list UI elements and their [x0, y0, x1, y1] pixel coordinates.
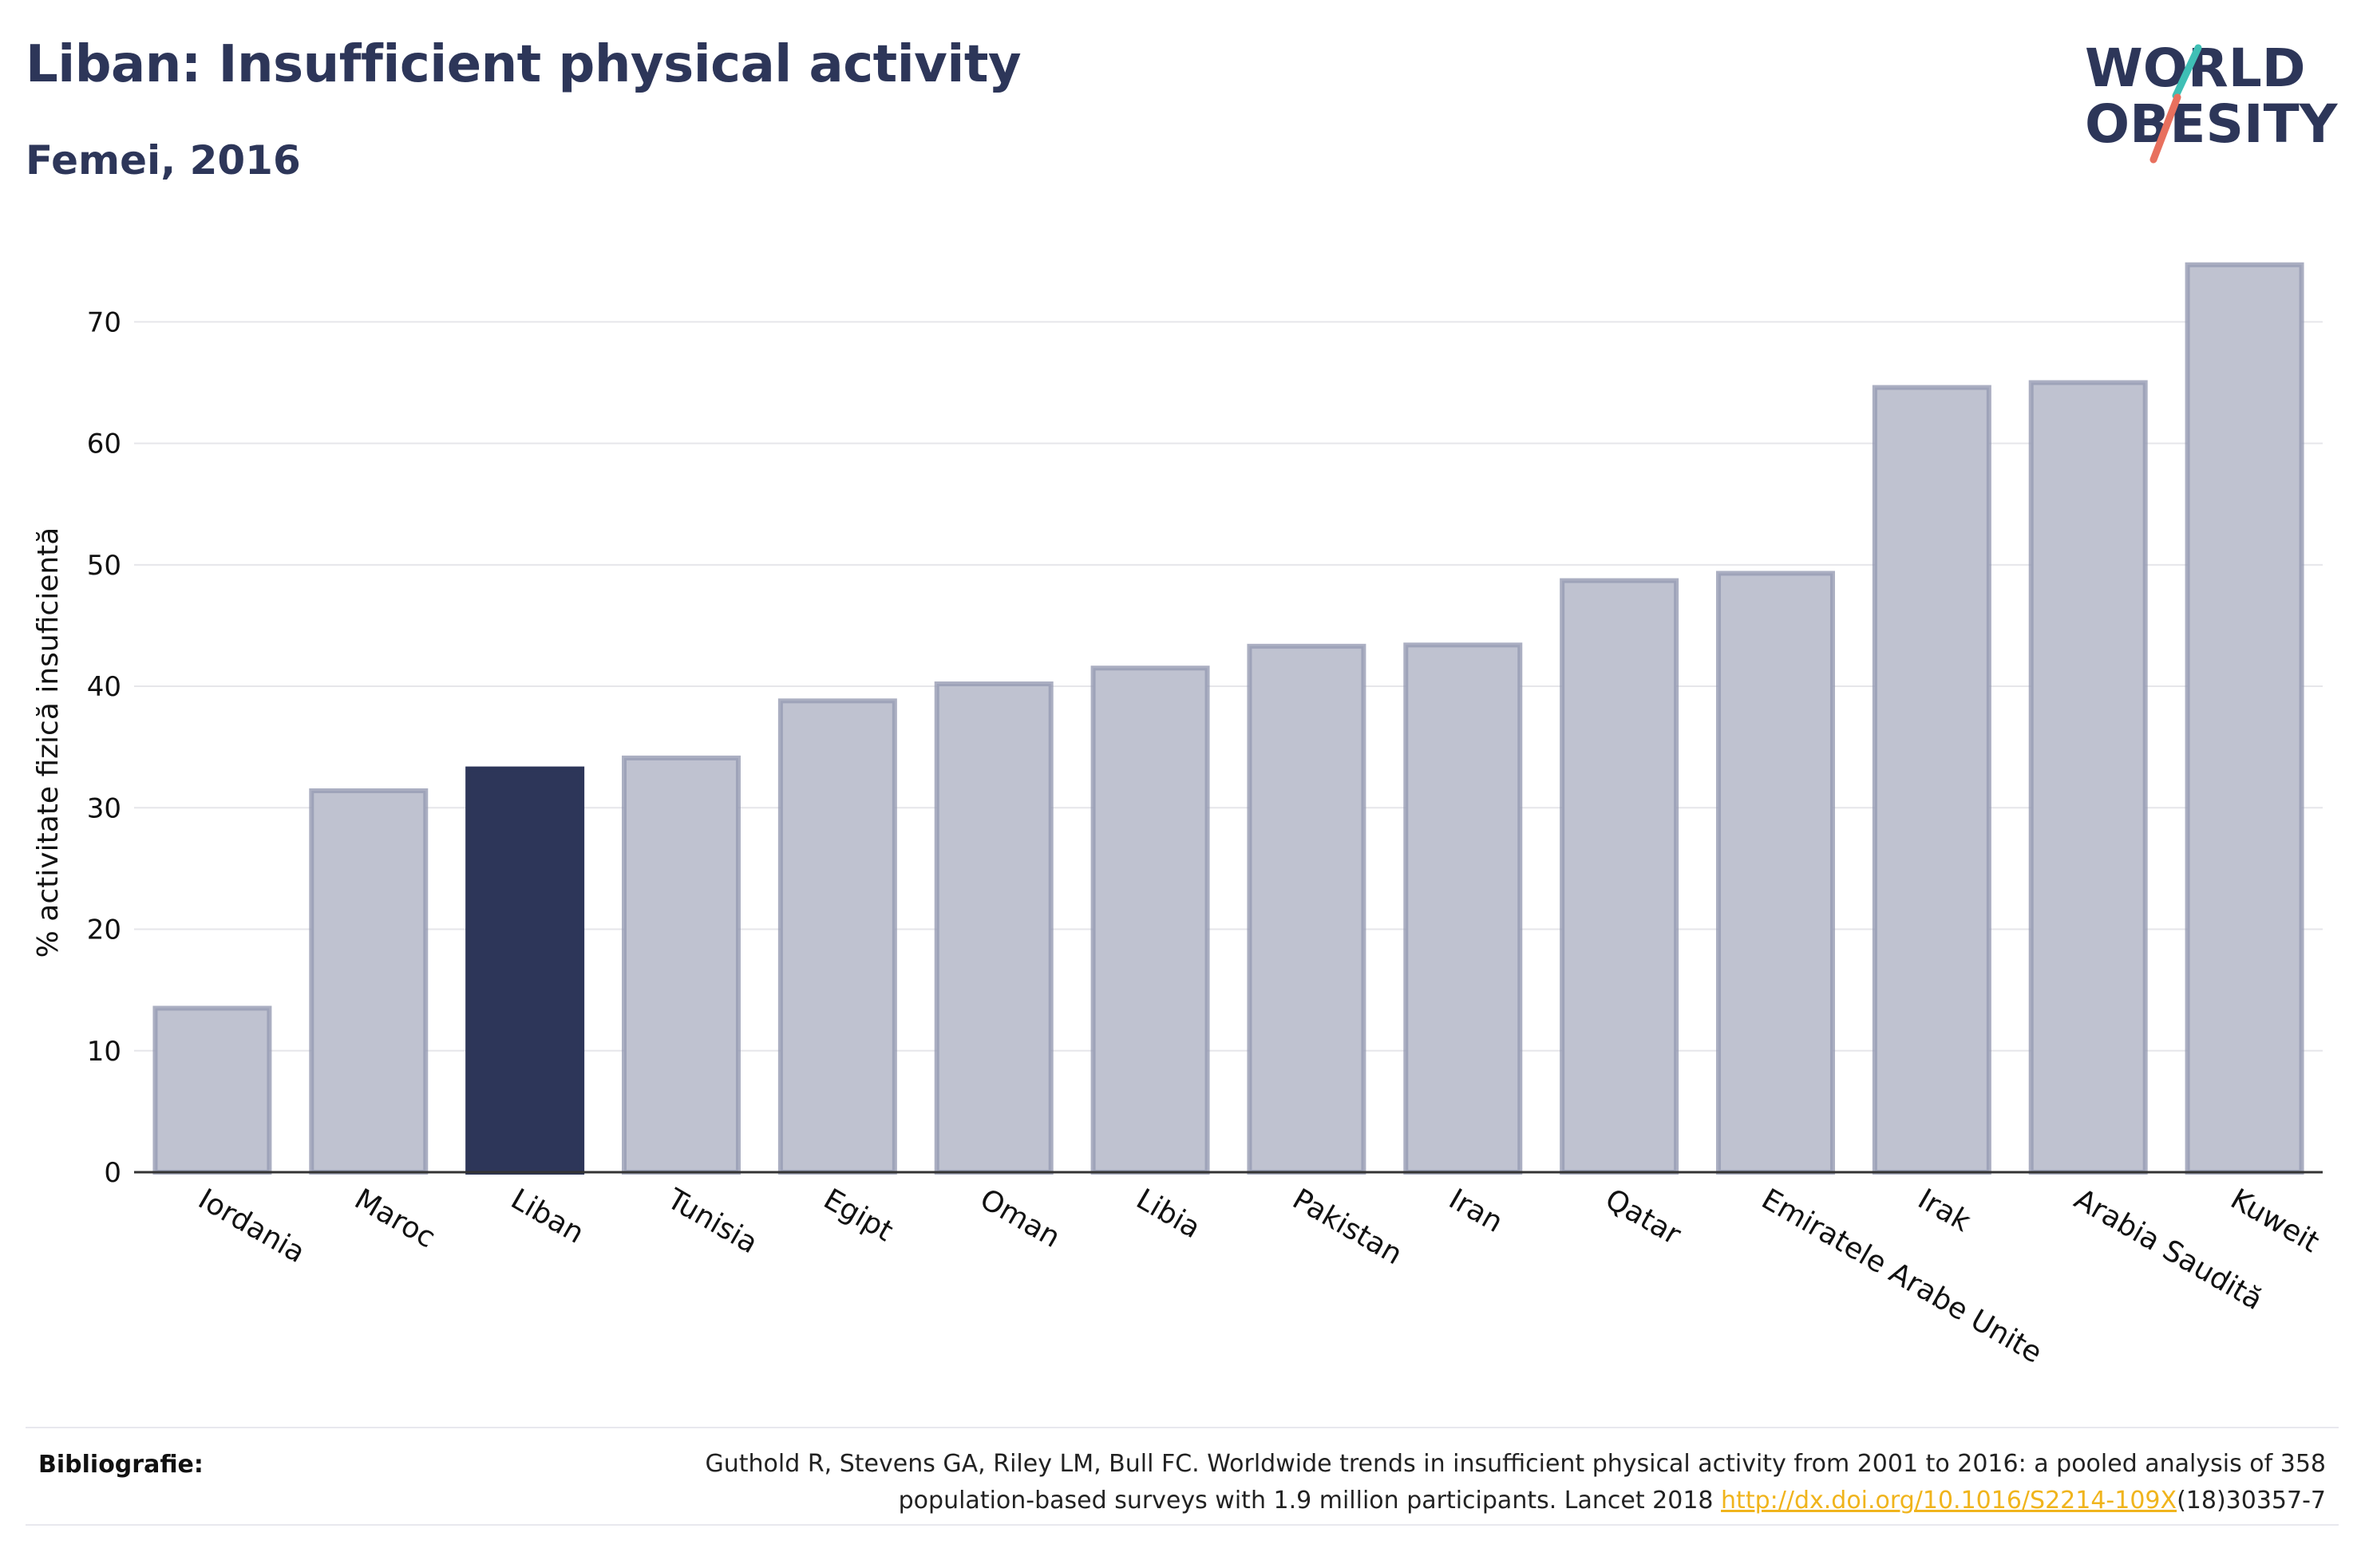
bar-emiratele-arabe-unite [1716, 571, 1835, 1175]
bar-liban [465, 766, 585, 1175]
logo-slash-top [2172, 44, 2202, 100]
bar-tunisia [622, 755, 741, 1175]
bar-egipt [777, 698, 897, 1175]
y-tick-label: 30 [87, 792, 121, 824]
bar-chart: 0 10 20 30 40 50 60 70 Iordania Maroc Liban Tunisi… [32, 262, 2324, 1370]
logo-slash-bottom [2149, 93, 2181, 164]
bibliography-line1: Guthold R, Stevens GA, Riley LM, Bull FC… [705, 1450, 2326, 1478]
x-tick-label: Emiratele Arabe Unite [1756, 1183, 2047, 1369]
logo-text-obesity: OBESITY [2085, 93, 2339, 155]
y-tick-label: 10 [87, 1036, 121, 1068]
x-tick-label: Irak [1912, 1183, 1976, 1238]
x-tick-label: Kuweit [2225, 1183, 2325, 1259]
x-tick-label: Maroc [349, 1183, 441, 1254]
y-tick-label: 40 [87, 671, 121, 703]
bar-maroc [309, 788, 429, 1175]
y-axis-ticks: 0 10 20 30 40 50 60 70 [87, 306, 121, 1189]
bar-pakistan [1247, 643, 1366, 1175]
x-tick-label: Oman [975, 1183, 1066, 1254]
x-tick-label: Egipt [818, 1183, 899, 1248]
y-axis-label: % activitate fizică insuficientă [32, 527, 65, 958]
y-tick-label: 70 [87, 306, 121, 338]
bar-irak [1872, 385, 1991, 1175]
world-obesity-logo: WORLD OBESITY [2085, 38, 2339, 164]
bar-iran [1403, 642, 1523, 1175]
bar-qatar [1560, 578, 1679, 1175]
x-tick-label: Libia [1131, 1183, 1206, 1245]
bar-oman [934, 681, 1054, 1175]
bibliography-line2-prefix: population-based surveys with 1.9 millio… [898, 1487, 1722, 1515]
bibliography-line2-suffix: (18)30357-7 [2177, 1487, 2326, 1515]
x-tick-label: Qatar [1600, 1183, 1686, 1251]
gridlines [134, 321, 2323, 1052]
bibliography-text: Guthold R, Stevens GA, Riley LM, Bull FC… [490, 1446, 2326, 1519]
y-tick-label: 60 [87, 429, 121, 460]
x-tick-label: Pakistan [1287, 1183, 1407, 1271]
divider-bottom [26, 1524, 2339, 1526]
x-tick-label: Liban [505, 1183, 589, 1250]
bar-iordania [152, 1005, 272, 1175]
x-tick-label: Iordania [192, 1183, 310, 1270]
y-tick-label: 50 [87, 550, 121, 582]
bar-arabia-saudit- [2028, 380, 2148, 1175]
y-tick-label: 0 [104, 1157, 121, 1189]
chart-subtitle: Femei, 2016 [26, 137, 301, 184]
bibliography-label: Bibliografie: [38, 1451, 204, 1479]
x-axis-ticks: Iordania Maroc Liban Tunisia Egipt Oman Libia P… [192, 1183, 2324, 1370]
bars [152, 262, 2304, 1175]
divider-top [26, 1427, 2339, 1428]
chart-title: Liban: Insufficient physical activity [26, 35, 1022, 94]
y-tick-label: 20 [87, 914, 121, 946]
x-tick-label: Iran [1443, 1183, 1508, 1239]
bar-libia [1090, 666, 1210, 1175]
x-tick-label: Tunisia [661, 1183, 763, 1260]
bar-kuweit [2185, 262, 2304, 1175]
bibliography-doi-link[interactable]: http://dx.doi.org/10.1016/S2214-109X [1721, 1487, 2177, 1515]
